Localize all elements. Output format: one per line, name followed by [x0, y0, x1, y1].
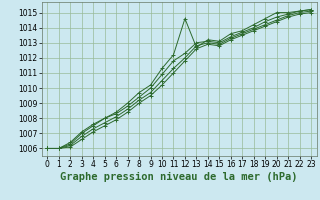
- X-axis label: Graphe pression niveau de la mer (hPa): Graphe pression niveau de la mer (hPa): [60, 172, 298, 182]
